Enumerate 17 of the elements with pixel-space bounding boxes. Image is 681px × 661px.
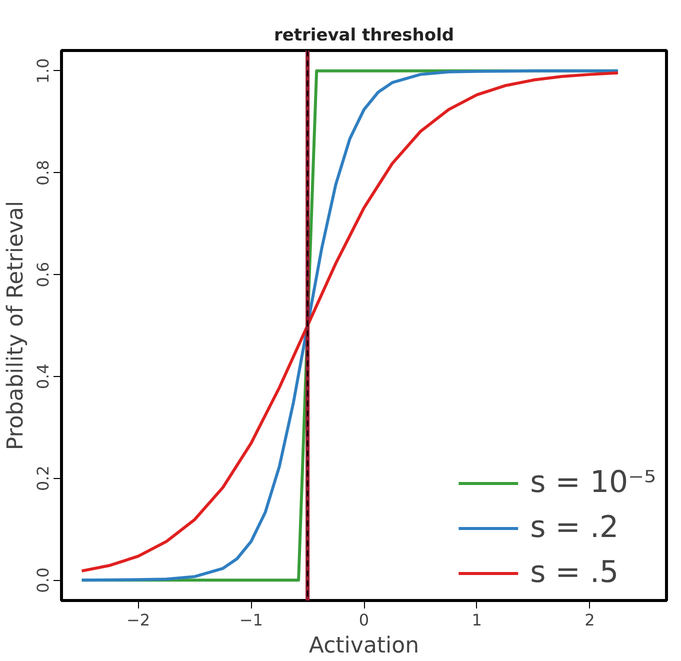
x-tick-label: 1 xyxy=(472,610,482,630)
y-tick-label: 0.0 xyxy=(34,567,52,593)
legend-label: s = .5 xyxy=(530,555,619,590)
y-tick-label: 0.4 xyxy=(34,364,52,390)
x-axis-title: Activation xyxy=(308,634,420,658)
x-tick-label: −2 xyxy=(126,610,150,630)
ref-line-label: retrieval threshold xyxy=(274,26,454,46)
y-tick-label: 0.8 xyxy=(34,160,52,186)
x-tick-label: 0 xyxy=(358,610,370,630)
x-tick-label: −1 xyxy=(239,610,263,630)
y-axis-title: Probability of Retrieval xyxy=(4,200,28,450)
legend-label: s = .2 xyxy=(530,510,619,545)
y-tick-label: 1.0 xyxy=(34,58,52,84)
y-tick-label: 0.2 xyxy=(34,466,52,491)
x-tick-label: 2 xyxy=(584,610,595,630)
legend-label: s = 10⁻⁵ xyxy=(530,465,656,500)
y-tick-label: 0.6 xyxy=(34,262,52,288)
